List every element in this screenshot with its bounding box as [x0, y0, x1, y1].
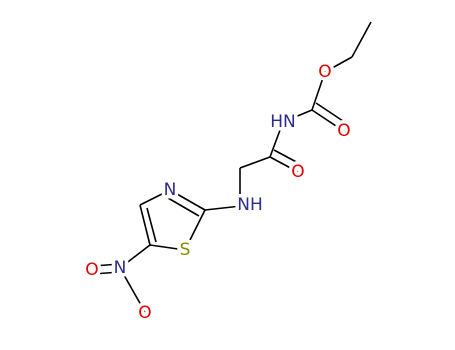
atom-label: HN: [270, 112, 296, 132]
atom-label: O: [318, 62, 331, 82]
atom-label: O: [138, 303, 151, 323]
atom-label: O: [337, 121, 350, 141]
atom-label: S: [180, 240, 191, 260]
bonds: [92, 21, 372, 313]
atom-label: O: [85, 260, 98, 280]
atom-label: N: [164, 180, 177, 200]
atom-label: N: [114, 258, 127, 278]
atom-label: NH: [237, 195, 263, 215]
atom-label: O: [291, 162, 304, 182]
